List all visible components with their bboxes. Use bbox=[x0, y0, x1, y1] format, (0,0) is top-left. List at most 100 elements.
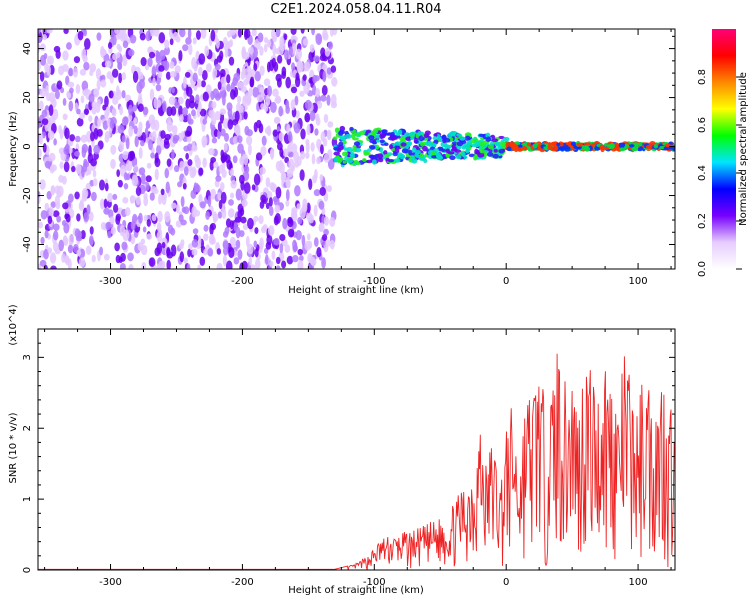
spectrogram-noise-cell bbox=[241, 199, 248, 207]
spectrogram-noise-cell bbox=[153, 119, 160, 131]
spectrogram-noise-cell bbox=[151, 214, 157, 222]
spectrogram-noise-cell bbox=[86, 204, 91, 215]
spectrogram-noise-cell bbox=[139, 140, 145, 147]
spectrogram-noise-cell bbox=[197, 79, 202, 88]
spectrogram-noise-cell bbox=[50, 185, 56, 196]
spectrogram-noise-cell bbox=[205, 62, 212, 73]
spectrogram-noise-cell bbox=[310, 258, 317, 267]
spectrogram-noise-cell bbox=[329, 216, 336, 227]
spectrogram-noise-cell bbox=[47, 247, 53, 254]
spectrogram-noise-cell bbox=[315, 33, 323, 46]
spectrogram-noise-cell bbox=[259, 167, 266, 175]
spectrogram-noise-cell bbox=[62, 50, 69, 61]
spectrogram-noise-cell bbox=[274, 204, 281, 214]
spectrogram-noise-cell bbox=[58, 65, 65, 76]
spectrogram-noise-cell bbox=[210, 115, 217, 126]
spectrogram-noise-cell bbox=[157, 99, 162, 108]
spectrogram-noise-cell bbox=[259, 201, 265, 209]
spectrogram-noise-cell bbox=[47, 215, 53, 225]
spectrogram-noise-cell bbox=[198, 100, 202, 113]
snr-x-tick-label: -100 bbox=[363, 577, 386, 588]
spectrogram-noise-cell bbox=[88, 93, 95, 103]
colorbar-tick-label: 0.0 bbox=[697, 261, 708, 277]
spectrogram-noise-cell bbox=[124, 207, 131, 217]
spectrogram-noise-cell bbox=[192, 72, 198, 83]
spectrogram-signal-cell bbox=[411, 147, 417, 153]
spectrogram-signal-cell bbox=[422, 145, 428, 152]
spectrogram-noise-cell bbox=[130, 220, 136, 231]
spectrogram-noise-cell bbox=[286, 255, 294, 265]
spectrogram-noise-cell bbox=[96, 79, 101, 91]
spectrogram-noise-cell bbox=[68, 67, 73, 77]
spectrogram-noise-cell bbox=[312, 74, 318, 84]
spectrogram-noise-cell bbox=[128, 49, 135, 57]
spectrogram-noise-cell bbox=[275, 265, 281, 269]
spectrogram-noise-cell bbox=[311, 153, 316, 165]
spectrogram-noise-cell bbox=[210, 188, 217, 200]
spectrogram-noise-cell bbox=[88, 100, 93, 111]
spectrogram-noise-cell bbox=[181, 206, 187, 213]
spectrogram-noise-cell bbox=[76, 108, 81, 115]
spectrogram-noise-cell bbox=[73, 56, 81, 64]
spectrogram-signal-cell bbox=[430, 151, 437, 156]
spectrogram-noise-cell bbox=[89, 237, 94, 247]
spectrogram-noise-cell bbox=[49, 165, 55, 174]
spectrogram-noise-cell bbox=[293, 122, 301, 134]
spectrogram-signal-cell bbox=[343, 147, 349, 151]
spectrogram-signal-cell bbox=[431, 154, 437, 159]
colorbar-tick-label: 0.6 bbox=[697, 117, 708, 133]
spectrogram-noise-cell bbox=[202, 157, 207, 168]
spectrogram-noise-cell bbox=[149, 88, 155, 101]
spectrogram-noise-cell bbox=[225, 260, 233, 269]
spectrogram-noise-cell bbox=[285, 176, 291, 188]
spectrogram-noise-cell bbox=[156, 230, 163, 243]
spectrogram-noise-cell bbox=[42, 34, 47, 41]
spectrogram-signal-cell bbox=[366, 148, 372, 153]
spectrogram-signal-cell bbox=[609, 142, 616, 149]
spectrogram-noise-cell bbox=[75, 163, 82, 174]
spectrogram-noise-cell bbox=[171, 125, 178, 135]
spectrogram-noise-cell bbox=[203, 248, 208, 256]
spectrogram-noise-cell bbox=[185, 152, 189, 160]
spectrogram-noise-cell bbox=[184, 71, 191, 78]
chart-title: C2E1.2024.058.04.11.R04 bbox=[270, 2, 442, 17]
spectrogram-noise-cell bbox=[183, 257, 188, 264]
spectrogram-noise-cell bbox=[52, 223, 60, 231]
spectrogram-signal-cell bbox=[532, 143, 538, 149]
spectrogram-noise-cell bbox=[67, 244, 74, 254]
spectrogram-signal-cell bbox=[353, 133, 361, 137]
spectrogram-noise-cell bbox=[116, 43, 121, 50]
spectrogram-noise-cell bbox=[83, 61, 90, 71]
spectrogram-noise-cell bbox=[38, 221, 44, 229]
spectrogram-noise-cell bbox=[80, 95, 85, 104]
spectrogram-noise-cell bbox=[315, 88, 321, 98]
spectrogram-noise-cell bbox=[319, 186, 326, 197]
spectrogram-noise-cell bbox=[151, 130, 157, 142]
spectrogram-signal-cell bbox=[368, 135, 375, 141]
spectrogram-noise-cell bbox=[274, 97, 282, 104]
spectrogram-noise-cell bbox=[98, 179, 106, 191]
spectrogram-noise-cell bbox=[164, 46, 170, 56]
spectrogram-signal-cell bbox=[341, 151, 349, 157]
spectrogram-noise-cell bbox=[278, 132, 285, 142]
spectrogram-signal-cell bbox=[547, 144, 553, 151]
spectrogram-noise-cell bbox=[212, 67, 218, 78]
spectrogram-noise-cell bbox=[182, 107, 188, 117]
spectrogram-noise-cell bbox=[241, 260, 248, 269]
spectrogram-noise-cell bbox=[103, 53, 110, 63]
spectrogram-noise-cell bbox=[326, 67, 332, 75]
spectrogram-signal-cell bbox=[373, 128, 379, 132]
spectrogram-noise-cell bbox=[217, 211, 223, 219]
spectrogram-signal-cell bbox=[492, 153, 499, 159]
spectrogram-noise-cell bbox=[201, 135, 208, 146]
spectrogram-noise-cell bbox=[302, 38, 309, 46]
spectrogram-signal-cell bbox=[400, 142, 407, 147]
spectrogram-noise-cell bbox=[56, 185, 64, 197]
spectrogram-noise-cell bbox=[76, 117, 84, 127]
colorbar-tick-label: 0.2 bbox=[697, 213, 708, 229]
spectrogram-noise-cell bbox=[38, 60, 41, 72]
spectrogram-noise-cell bbox=[154, 157, 161, 168]
spectrogram-noise-cell bbox=[154, 247, 161, 257]
spectrogram-noise-cell bbox=[64, 127, 70, 140]
spectrogram-noise-cell bbox=[72, 66, 79, 78]
